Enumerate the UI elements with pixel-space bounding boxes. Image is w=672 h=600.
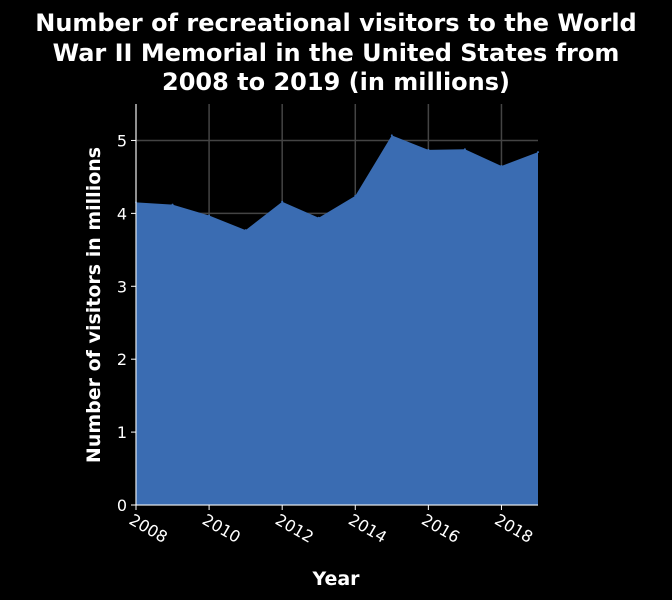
- chart-title-line-1: Number of recreational visitors to the W…: [35, 9, 637, 37]
- data-point-2012: [281, 200, 284, 203]
- y-tick-label-3: 3: [117, 277, 127, 296]
- data-point-2017: [463, 148, 466, 151]
- data-point-2013: [317, 216, 320, 219]
- visitors-area-series: [136, 135, 538, 506]
- y-tick-label-0: 0: [117, 496, 127, 515]
- data-point-2009: [171, 203, 174, 206]
- chart-title-line-2: War II Memorial in the United States fro…: [53, 39, 620, 67]
- data-point-2019: [537, 151, 539, 154]
- y-tick-label-4: 4: [117, 204, 127, 223]
- y-tick-label-2: 2: [117, 350, 127, 369]
- data-point-2010: [208, 214, 211, 217]
- data-point-2015: [390, 134, 393, 137]
- data-point-2011: [244, 229, 247, 232]
- data-point-2018: [500, 164, 503, 167]
- y-tick-label-1: 1: [117, 423, 127, 442]
- data-point-2016: [427, 148, 430, 151]
- x-axis-title: Year: [311, 568, 360, 590]
- chart-title: Number of recreational visitors to the W…: [35, 9, 637, 96]
- y-tick-label-5: 5: [117, 131, 127, 150]
- data-point-2014: [354, 194, 357, 197]
- y-axis-title: Number of visitors in millions: [83, 147, 105, 463]
- chart-title-line-3: 2008 to 2019 (in millions): [162, 68, 510, 96]
